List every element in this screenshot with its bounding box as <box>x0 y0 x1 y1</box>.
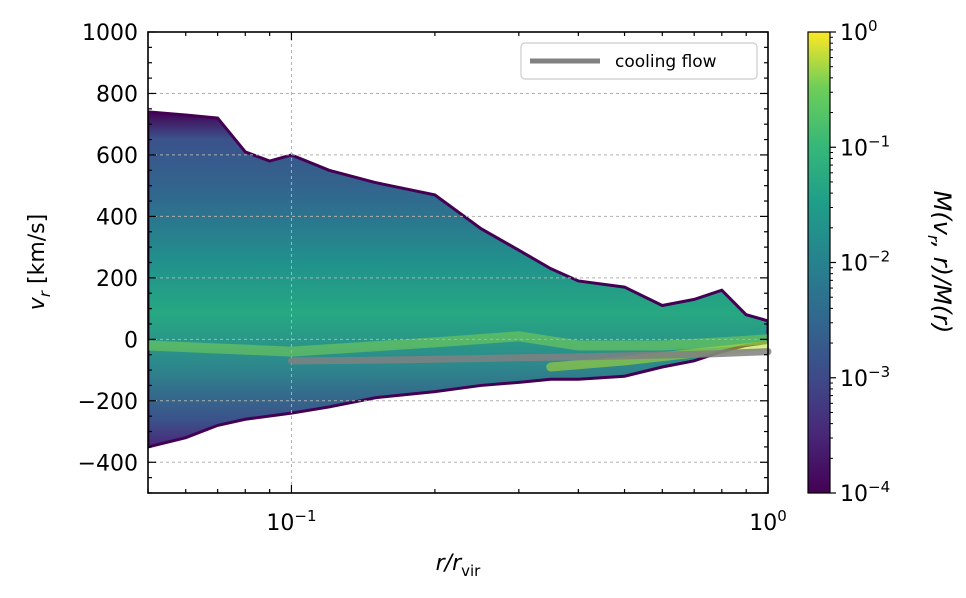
colorbar: 100 10−1 10−2 10−3 10−4 M(vr, r)/M(r) <box>807 17 956 507</box>
y-tick-label: 800 <box>96 82 138 107</box>
axis-ticks <box>147 31 769 494</box>
series-layer <box>287 348 772 365</box>
y-axis-label: vr [km/s] <box>25 214 54 310</box>
y-tick-label: 400 <box>96 205 138 230</box>
colorbar-gradient <box>807 31 831 494</box>
colorbar-ticks: 100 10−1 10−2 10−3 10−4 <box>830 17 890 507</box>
y-tick-label: 0 <box>124 328 138 353</box>
series-line-cooling-flow <box>287 348 772 365</box>
legend: cooling flow <box>520 42 758 80</box>
colorbar-tick-label: 10−3 <box>840 363 890 392</box>
colorbar-tick-label: 10−2 <box>840 248 890 277</box>
x-tick-labels: 10−1 100 <box>266 507 786 536</box>
x-axis-label: r/rvir <box>436 551 482 580</box>
colorbar-label: M(vr, r)/M(r) <box>924 191 956 334</box>
plot-area <box>147 31 772 494</box>
y-tick-label: −400 <box>78 451 138 476</box>
legend-box <box>520 42 758 80</box>
colorbar-tick-label: 10−1 <box>840 132 890 161</box>
y-tick-label: 200 <box>96 267 138 292</box>
density-region <box>148 110 768 449</box>
colorbar-tick-label: 100 <box>840 17 878 46</box>
colorbar-tick-label: 10−4 <box>840 478 890 507</box>
y-tick-labels: 1000 800 600 400 200 0 −200 −400 <box>78 21 138 476</box>
x-tick-label: 10−1 <box>266 507 316 536</box>
ridge-primary <box>148 331 768 357</box>
y-tick-label: 1000 <box>82 21 138 46</box>
grid-lines <box>148 32 768 493</box>
x-tick-label: 100 <box>749 507 787 536</box>
y-tick-label: 600 <box>96 144 138 169</box>
y-tick-label: −200 <box>78 390 138 415</box>
legend-label-cooling-flow: cooling flow <box>615 52 717 72</box>
